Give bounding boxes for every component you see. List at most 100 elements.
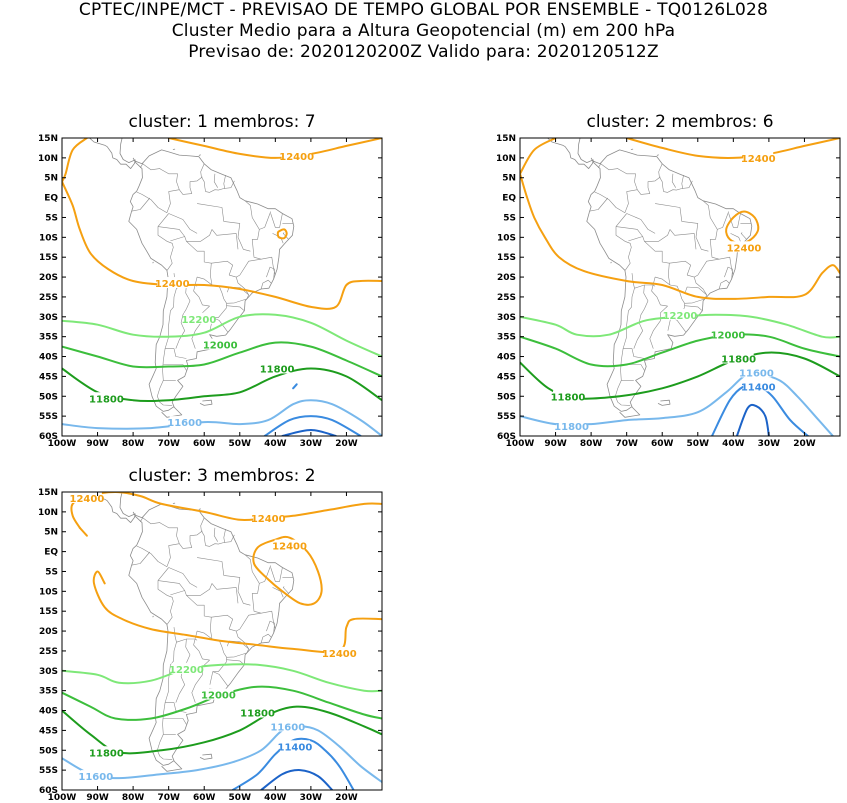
lat-tick-label: 5S [45,567,58,577]
country-border [226,298,247,304]
lat-tick-label: 35S [39,333,58,343]
contour-label: 12200 [663,311,698,322]
country-border [259,211,271,230]
country-border [186,583,213,596]
contour-label: 11800 [554,422,589,433]
lat-tick-label: 10N [496,154,516,164]
lon-tick-label: 70W [615,439,638,449]
contour-11200 [260,769,334,790]
contour-label-bg [203,688,234,700]
country-border [687,258,720,278]
country-border [651,284,668,307]
contour-label: 12400 [155,279,190,290]
country-border [740,232,747,240]
lon-tick-label: 90W [86,793,109,803]
lat-tick-label: 40S [39,353,58,363]
country-border [260,279,272,290]
country-border [244,554,260,594]
country-border [259,565,271,584]
lon-tick-label: 50W [229,793,252,803]
contour-label-bg [91,392,122,404]
contour-label-bg [171,662,202,674]
country-border [282,586,289,594]
panel-title: cluster: 2 membros: 6 [586,112,773,132]
contour-label: 11600 [78,772,113,783]
country-border [179,530,203,549]
contour-12000 [520,333,840,368]
country-border [157,226,185,237]
country-border [229,258,262,278]
country-border [136,163,180,213]
country-border [213,173,218,188]
coastline-south-america [128,149,295,412]
contour-label: 11600 [270,722,305,733]
lat-tick-label: 20S [497,273,516,283]
contour-label-bg [553,390,583,402]
lat-tick-label: 30S [497,313,516,323]
panel-plot-area: 12400 12400 12200 12000 11800 11800 11600 [62,138,382,436]
country-border [693,277,708,300]
country-border [209,671,228,687]
lat-tick-label: 5N [44,528,58,538]
contour-label-bg [713,328,743,340]
lat-tick-label: 15S [497,253,516,263]
country-border [209,317,228,333]
lon-tick-label: 40W [264,793,287,803]
panel-title: cluster: 1 membros: 7 [128,112,315,132]
contour-label: 12000 [203,341,238,352]
lat-tick-label: 30S [39,667,58,677]
country-border [229,612,262,632]
contour-12400 [520,172,840,300]
lat-tick-label: 10S [497,233,516,243]
lon-tick-label: 30W [300,793,323,803]
contour-label: 12000 [201,691,236,702]
contour-label: 12400 [251,514,286,525]
contour-label-bg [729,241,759,253]
lat-tick-label: 40S [497,353,516,363]
panel-plot-area: 12400 12400 12400 12400 12200 12000 11800 11600… [62,492,382,790]
plot-frame [61,137,383,437]
lat-tick-label: 40S [39,707,58,717]
country-border [251,593,276,630]
contour-11600 [520,372,834,436]
contour-12400 [167,138,382,159]
plot-frame [61,491,383,791]
country-border [628,236,685,318]
country-border [168,213,198,234]
lon-tick-label: 40W [264,439,287,449]
panel-plot-area: 12400 12400 12200 12000 11800 11600 11400 11800… [520,138,840,436]
contour-label-bg [741,366,772,378]
country-border [191,305,210,349]
lon-tick-label: 80W [122,793,145,803]
contour-label: 11600 [739,368,774,379]
lon-tick-label: 50W [687,439,710,449]
country-border [282,232,289,240]
coastline-island [161,760,183,772]
lat-tick-label: EQ [44,548,58,558]
contour-12400 [92,570,382,654]
contour-label: 12400 [272,542,307,553]
contour-label-bg [281,149,312,161]
lat-tick-label: 15N [496,134,516,144]
contour-11200 [281,429,337,436]
lon-tick-label: 30W [758,439,781,449]
lat-tick-label: 15S [39,253,58,263]
lat-tick-label: 5N [44,174,58,184]
contour-label: 11800 [260,364,295,375]
lat-tick-label: 35S [39,687,58,697]
country-border [669,260,692,276]
lon-tick-label: 20W [335,793,358,803]
contour-label: 11400 [741,382,776,393]
country-border [186,229,213,242]
contour-label-bg [91,746,122,758]
contour-11400 [263,415,362,436]
contour-label-bg [665,308,695,320]
country-border [718,279,730,290]
country-border [633,284,649,349]
lat-tick-label: 25S [39,293,58,303]
header-line-1: CPTEC/INPE/MCT - PREVISAO DE TEMPO GLOBA… [78,0,769,20]
country-border [179,176,203,195]
contour-12200 [62,313,382,358]
country-border [131,197,151,212]
coastline-central-america [88,138,136,170]
